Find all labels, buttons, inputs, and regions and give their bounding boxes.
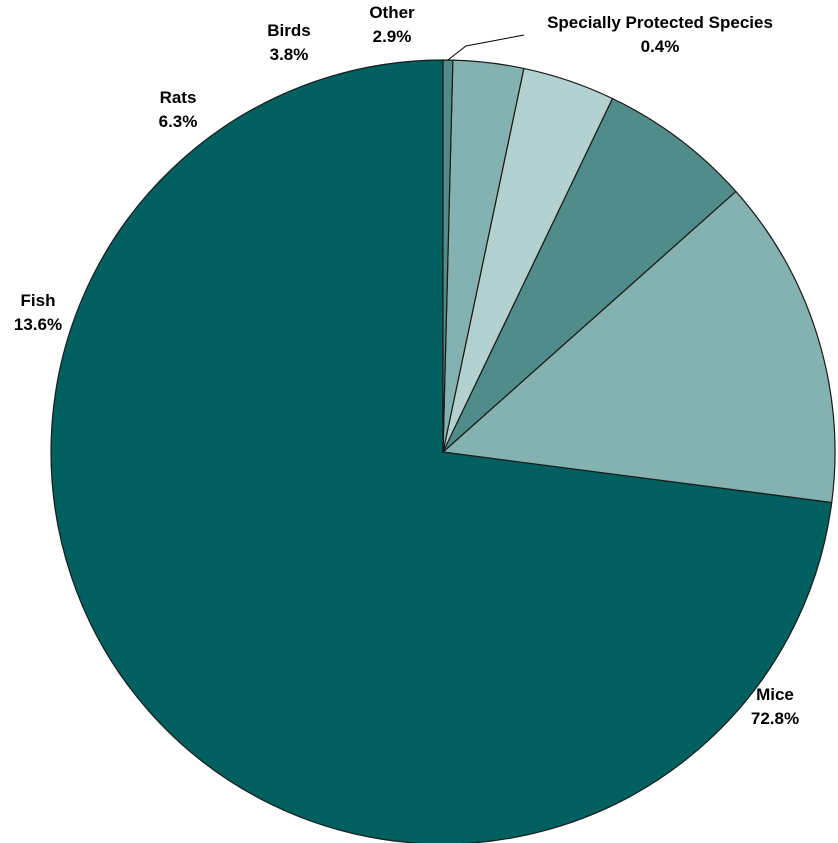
data-label-name-mice: Mice — [756, 685, 794, 704]
leader-line-specially-protected-species — [447, 34, 525, 61]
data-label-value-birds: 3.8% — [270, 45, 309, 64]
data-label-name-rats: Rats — [160, 88, 197, 107]
data-label-name-fish: Fish — [21, 291, 56, 310]
pie-slice-fish — [441, 190, 836, 504]
data-label-value-specially-protected-species: 0.4% — [641, 37, 680, 56]
data-label-value-other: 2.9% — [373, 27, 412, 46]
data-label-value-fish: 13.6% — [14, 315, 62, 334]
data-label-value-mice: 72.8% — [751, 709, 799, 728]
data-label-name-birds: Birds — [267, 21, 310, 40]
pie-slice-rats — [442, 97, 737, 453]
pie-slice-mice — [50, 59, 833, 843]
data-label-name-other: Other — [369, 3, 415, 22]
data-label-value-rats: 6.3% — [159, 112, 198, 131]
data-label-name-specially-protected-species: Specially Protected Species — [547, 13, 773, 32]
